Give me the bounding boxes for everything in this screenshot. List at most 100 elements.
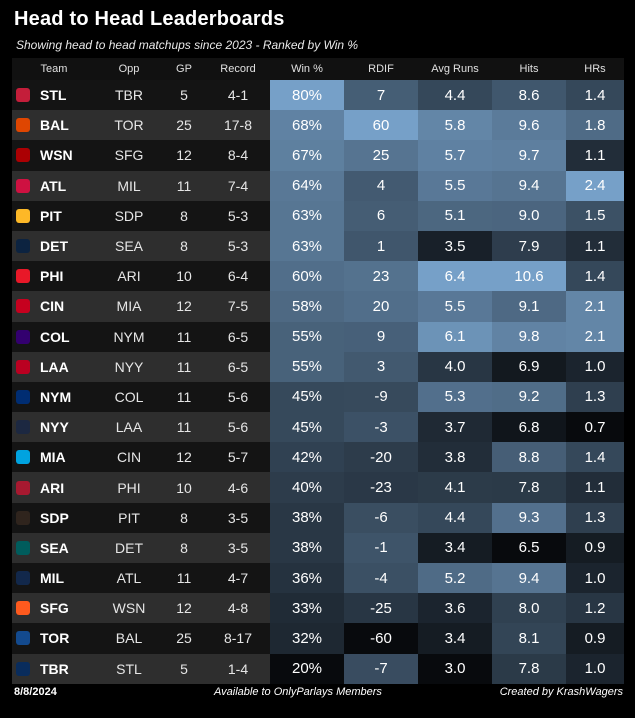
cell-rdif: 4 [344, 170, 418, 201]
cell-hrs: 1.1 [566, 140, 624, 171]
cell-team: ARI [12, 472, 96, 503]
col-header-hits: Hits [492, 58, 566, 80]
cell-hrs: 1.3 [566, 502, 624, 533]
cell-hits: 9.1 [492, 291, 566, 322]
cell-record: 4-1 [206, 80, 270, 111]
cell-record: 8-17 [206, 623, 270, 654]
cell-win-pct: 63% [270, 230, 344, 262]
cell-gp: 11 [162, 412, 206, 443]
cell-record: 8-4 [206, 140, 270, 171]
team-abbr: SEA [40, 539, 69, 556]
cell-hrs: 1.1 [566, 230, 624, 262]
tbr-rays-logo-icon [16, 661, 30, 676]
team-abbr: SDP [40, 509, 69, 526]
team-abbr: MIL [40, 570, 65, 587]
table-row: LAA NYY 11 6-5 55% 3 4.0 6.9 1.0 [12, 351, 624, 382]
cell-hrs: 1.2 [566, 593, 624, 624]
cell-hits: 9.4 [492, 170, 566, 201]
cell-win-pct: 60% [270, 261, 344, 292]
cell-opp: TBR [96, 80, 162, 111]
cell-record: 3-5 [206, 532, 270, 563]
cell-hrs: 2.1 [566, 321, 624, 352]
cell-gp: 5 [162, 80, 206, 111]
team-abbr: BAL [40, 117, 69, 134]
cell-avg-runs: 5.5 [418, 170, 492, 201]
mia-marlins-logo-icon [16, 450, 30, 465]
cell-hits: 6.5 [492, 532, 566, 563]
table-row: STL TBR 5 4-1 80% 7 4.4 8.6 1.4 [12, 80, 624, 111]
cell-team: DET [12, 230, 96, 262]
col-header-opp: Opp [96, 58, 162, 80]
cell-rdif: -9 [344, 381, 418, 413]
cell-hits: 8.1 [492, 623, 566, 654]
cell-opp: SEA [96, 230, 162, 262]
cell-hits: 9.7 [492, 140, 566, 171]
cell-gp: 12 [162, 291, 206, 322]
cell-hits: 10.6 [492, 261, 566, 292]
table-row: NYY LAA 11 5-6 45% -3 3.7 6.8 0.7 [12, 412, 624, 443]
cell-hrs: 1.8 [566, 110, 624, 141]
cell-hrs: 0.7 [566, 412, 624, 443]
table-row: NYM COL 11 5-6 45% -9 5.3 9.2 1.3 [12, 381, 624, 413]
cell-team: ATL [12, 170, 96, 201]
cell-rdif: 9 [344, 321, 418, 352]
cell-avg-runs: 5.2 [418, 563, 492, 594]
cell-gp: 11 [162, 170, 206, 201]
cell-opp: MIL [96, 170, 162, 201]
cell-win-pct: 80% [270, 80, 344, 111]
cell-record: 17-8 [206, 110, 270, 141]
table-row: PHI ARI 10 6-4 60% 23 6.4 10.6 1.4 [12, 261, 624, 292]
team-abbr: PHI [40, 268, 64, 285]
cell-record: 5-7 [206, 442, 270, 473]
col-header-team: Team [12, 58, 96, 80]
table-row: SEA DET 8 3-5 38% -1 3.4 6.5 0.9 [12, 532, 624, 563]
cell-hrs: 2.1 [566, 291, 624, 322]
table-row: WSN SFG 12 8-4 67% 25 5.7 9.7 1.1 [12, 140, 624, 171]
team-abbr: ATL [40, 177, 67, 194]
cell-hrs: 1.4 [566, 442, 624, 473]
table-row: TBR STL 5 1-4 20% -7 3.0 7.8 1.0 [12, 653, 624, 684]
cell-hrs: 1.0 [566, 563, 624, 594]
cell-rdif: 20 [344, 291, 418, 322]
cell-rdif: -25 [344, 593, 418, 624]
cell-hits: 7.9 [492, 230, 566, 262]
bal-orioles-logo-icon [16, 118, 30, 133]
leaderboard-table: Team Opp GP Record Win % RDIF Avg Runs H… [12, 58, 624, 684]
cell-team: SFG [12, 593, 96, 624]
col-rockies-logo-icon [16, 329, 30, 344]
cell-hits: 9.2 [492, 381, 566, 413]
page-subtitle: Showing head to head matchups since 2023… [16, 38, 359, 52]
cell-gp: 8 [162, 200, 206, 231]
cell-hrs: 1.0 [566, 351, 624, 382]
cell-avg-runs: 6.4 [418, 261, 492, 292]
cell-team: TOR [12, 623, 96, 654]
header-row: Team Opp GP Record Win % RDIF Avg Runs H… [12, 58, 624, 80]
nyy-yankees-logo-icon [16, 420, 30, 435]
phi-phillies-logo-icon [16, 269, 30, 284]
cell-hits: 6.8 [492, 412, 566, 443]
cell-win-pct: 64% [270, 170, 344, 201]
cell-win-pct: 20% [270, 653, 344, 684]
team-abbr: ARI [40, 479, 65, 496]
table-row: DET SEA 8 5-3 63% 1 3.5 7.9 1.1 [12, 230, 624, 262]
cell-win-pct: 67% [270, 140, 344, 171]
team-abbr: PIT [40, 207, 62, 224]
cell-record: 6-5 [206, 351, 270, 382]
cell-avg-runs: 5.5 [418, 291, 492, 322]
cell-rdif: 7 [344, 80, 418, 111]
cell-opp: NYM [96, 321, 162, 352]
cell-avg-runs: 3.5 [418, 230, 492, 262]
cell-opp: PHI [96, 472, 162, 503]
cell-hits: 7.8 [492, 653, 566, 684]
cell-hrs: 0.9 [566, 532, 624, 563]
cell-team: TBR [12, 653, 96, 684]
cell-gp: 11 [162, 321, 206, 352]
stl-cardinals-logo-icon [16, 88, 30, 103]
table-row: TOR BAL 25 8-17 32% -60 3.4 8.1 0.9 [12, 623, 624, 654]
cell-avg-runs: 3.6 [418, 593, 492, 624]
cell-gp: 8 [162, 532, 206, 563]
cell-rdif: -60 [344, 623, 418, 654]
cell-gp: 5 [162, 653, 206, 684]
cell-gp: 10 [162, 261, 206, 292]
cell-record: 5-3 [206, 200, 270, 231]
